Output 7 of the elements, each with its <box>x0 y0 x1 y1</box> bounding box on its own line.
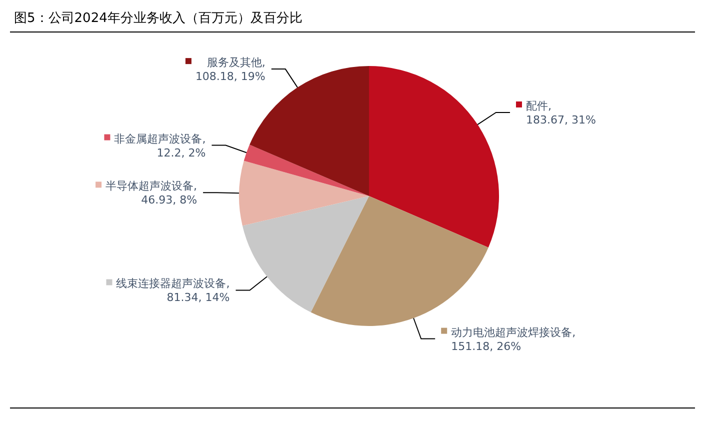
legend-label: 服务及其他, 108.18, 19% <box>195 56 266 84</box>
legend-label: 动力电池超声波焊接设备, 151.18, 26% <box>451 326 576 353</box>
legend-label: 线束连接器超声波设备, 81.34, 14% <box>116 277 230 304</box>
legend-label: 非金属超声波设备, 12.2, 2% <box>114 132 206 160</box>
legend-label: 配件, 183.67, 31% <box>526 99 596 126</box>
chart-title: 图5：公司2024年分业务收入（百万元）及百分比 <box>14 11 302 26</box>
legend-label: 半导体超声波设备, 46.93, 8% <box>106 180 198 207</box>
